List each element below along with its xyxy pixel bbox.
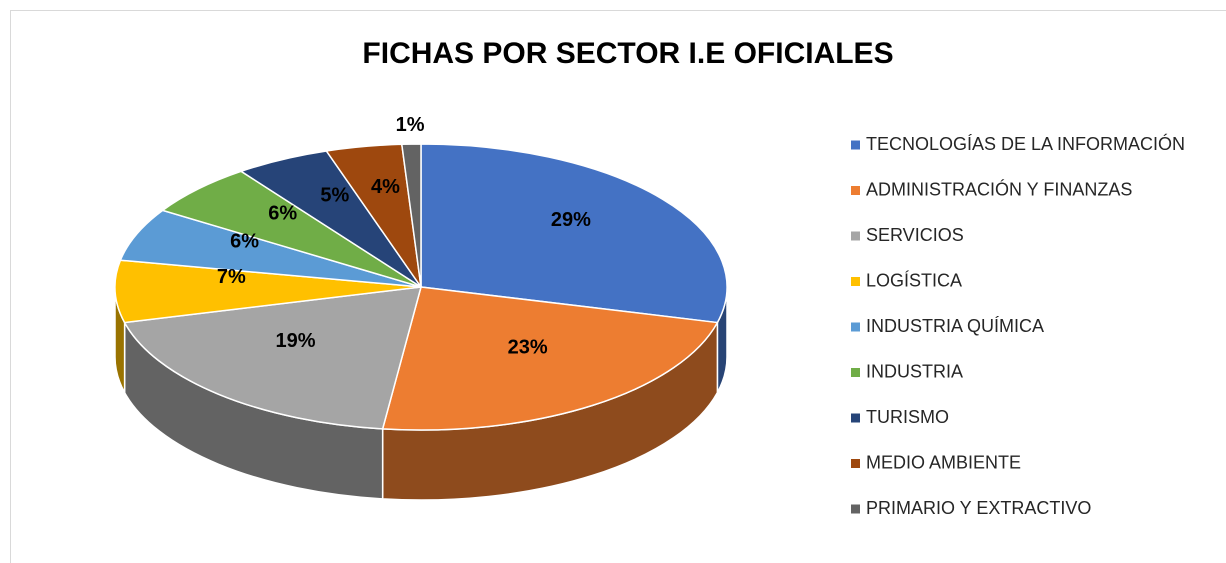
- legend-swatch: [851, 231, 860, 241]
- data-label: 6%: [268, 203, 297, 225]
- pie-slice: [420, 143, 728, 324]
- legend-label: PRIMARIO Y EXTRACTIVO: [866, 498, 1091, 518]
- data-label: 23%: [508, 337, 548, 359]
- legend-label: TECNOLOGÍAS DE LA INFORMACIÓN: [866, 133, 1185, 154]
- data-label: 19%: [276, 330, 316, 352]
- legend-label: TURISMO: [866, 407, 949, 427]
- data-label: 6%: [230, 231, 259, 253]
- legend-label: ADMINISTRACIÓN Y FINANZAS: [866, 178, 1132, 199]
- legend-swatch: [851, 140, 860, 150]
- data-label: 1%: [396, 114, 425, 136]
- legend-swatch: [851, 368, 860, 377]
- legend-label: INDUSTRIA QUÍMICA: [866, 316, 1044, 336]
- legend-swatch: [851, 277, 860, 286]
- pie-slice: [114, 259, 422, 324]
- legend-swatch: [851, 504, 860, 514]
- legend-swatch: [851, 186, 860, 195]
- legend-label: MEDIO AMBIENTE: [866, 452, 1021, 472]
- legend-swatch: [851, 413, 860, 423]
- data-label: 4%: [371, 176, 400, 198]
- legend-swatch: [851, 322, 860, 332]
- legend-label: SERVICIOS: [866, 225, 964, 245]
- legend-label: INDUSTRIA: [866, 361, 963, 381]
- chart-title: FICHAS POR SECTOR I.E OFICIALES: [362, 37, 893, 70]
- pie-slice: [381, 286, 719, 431]
- data-label: 29%: [551, 209, 591, 231]
- pie-slice: [400, 143, 422, 288]
- data-label: 7%: [217, 266, 246, 288]
- pie-slice: [123, 286, 423, 430]
- data-label: 5%: [320, 184, 349, 206]
- legend-label: LOGÍSTICA: [866, 270, 962, 290]
- legend-swatch: [851, 459, 860, 468]
- chart-frame: [10, 10, 1226, 563]
